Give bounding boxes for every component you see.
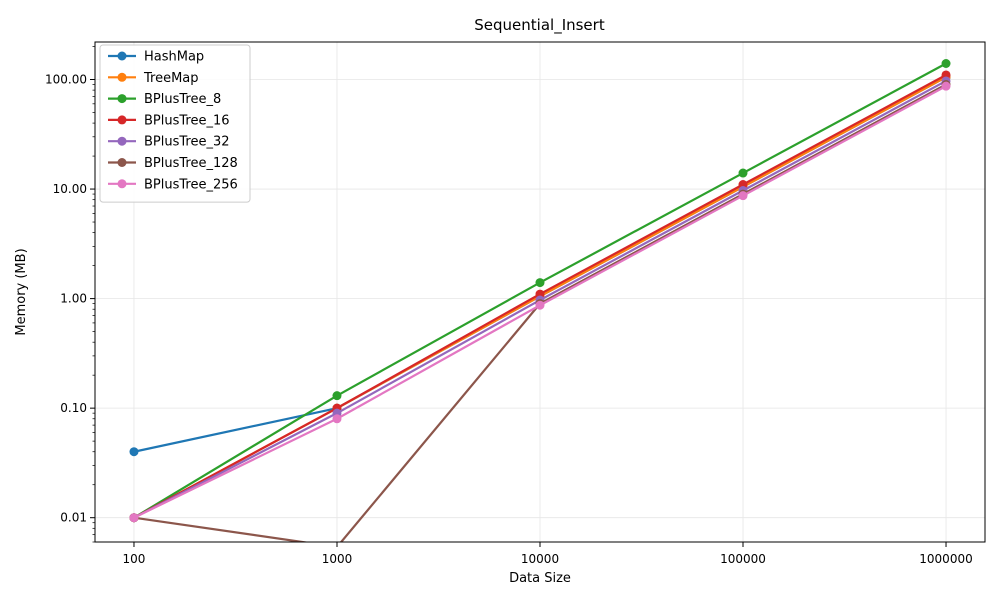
legend-label: TreeMap <box>143 71 199 86</box>
legend: HashMap TreeMap BPlusTree_8 BPlusTree_16 BPl… <box>99 44 251 203</box>
data-point <box>129 513 139 523</box>
legend-box <box>99 44 251 203</box>
data-point <box>129 447 139 457</box>
legend-marker <box>117 136 127 146</box>
plot-frame <box>94 41 986 543</box>
y-tick-label: 100.00 <box>45 73 87 87</box>
legend-label: BPlusTree_128 <box>144 156 238 171</box>
legend-item: BPlusTree_32 <box>108 135 230 150</box>
legend-marker <box>117 72 127 82</box>
x-tick-label: 1000000 <box>919 552 972 566</box>
grid <box>95 42 985 542</box>
y-tick-label: 1.00 <box>60 292 87 306</box>
data-point <box>941 81 951 91</box>
legend-label: BPlusTree_256 <box>144 177 238 192</box>
legend-marker <box>117 158 127 167</box>
legend-label: HashMap <box>144 50 204 65</box>
legend-marker <box>117 51 127 61</box>
data-point <box>738 168 748 178</box>
legend-item: BPlusTree_256 <box>108 177 238 192</box>
legend-marker <box>117 94 127 104</box>
x-tick-label: 100000 <box>720 552 766 566</box>
y-tick-label: 0.01 <box>60 511 87 525</box>
chart-title: Sequential_Insert <box>474 16 605 35</box>
data-point <box>738 191 748 201</box>
legend-item: BPlusTree_16 <box>108 113 230 128</box>
x-axis-label: Data Size <box>509 571 571 586</box>
legend-item: TreeMap <box>108 71 199 86</box>
legend-item: HashMap <box>108 50 204 65</box>
data-point <box>535 300 545 310</box>
y-axis-label: Memory (MB) <box>14 248 29 335</box>
data-point <box>941 59 951 69</box>
axes: 100 1000 10000 100000 1000000 0.01 0.10 1.00 10.… <box>45 46 973 566</box>
x-tick-label: 1000 <box>322 552 353 566</box>
data-point <box>332 391 342 401</box>
legend-marker <box>117 179 127 189</box>
legend-marker <box>117 115 127 125</box>
data-point <box>332 414 342 424</box>
x-tick-label: 100 <box>123 552 146 566</box>
legend-label: BPlusTree_32 <box>144 135 230 150</box>
series-BPlusTree_256 <box>129 81 951 523</box>
legend-label: BPlusTree_16 <box>144 113 230 128</box>
legend-item: BPlusTree_128 <box>108 156 238 171</box>
series-layer <box>129 59 951 542</box>
y-tick-label: 10.00 <box>53 182 87 196</box>
y-tick-label: 0.10 <box>60 401 87 415</box>
x-tick-label: 10000 <box>521 552 559 566</box>
data-point <box>535 278 545 288</box>
legend-item: BPlusTree_8 <box>108 92 221 107</box>
legend-label: BPlusTree_8 <box>144 92 221 107</box>
